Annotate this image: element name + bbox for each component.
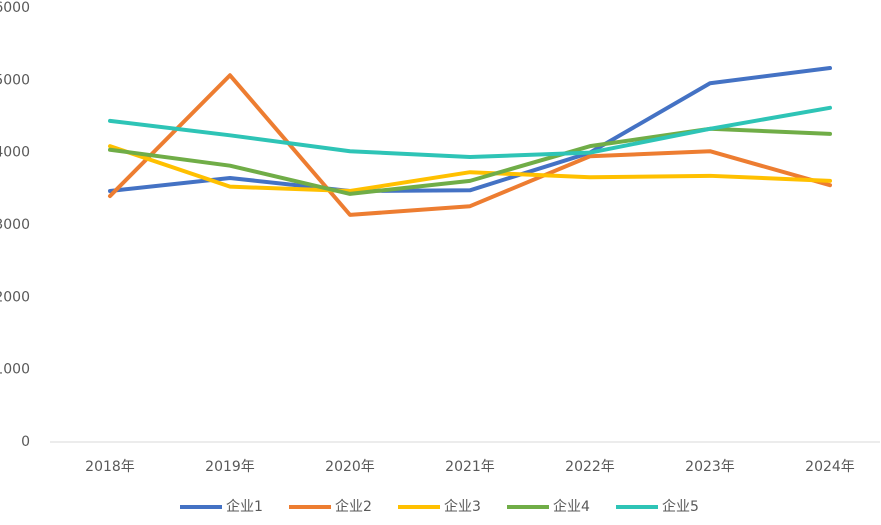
series-line (108, 105, 832, 160)
y-tick-label: 4000 (0, 145, 30, 161)
series-line (108, 73, 832, 217)
x-tick-label: 2020年 (325, 459, 375, 475)
y-tick-label: 3000 (0, 217, 30, 233)
x-tick-label: 2022年 (565, 459, 615, 475)
series-line (108, 144, 832, 194)
x-tick-label: 2021年 (445, 459, 495, 475)
y-tick-label: 1000 (0, 362, 30, 378)
x-tick-label: 2018年 (85, 459, 135, 475)
series-line (108, 66, 832, 194)
y-tick-label: 5000 (0, 72, 30, 88)
x-tick-label: 2023年 (685, 459, 735, 475)
legend-label: 企业3 (444, 498, 481, 515)
x-tick-label: 2024年 (805, 459, 855, 475)
y-tick-label: 6000 (0, 0, 30, 16)
y-tick-label: 0 (21, 434, 30, 450)
legend-label: 企业5 (662, 498, 699, 515)
y-tick-label: 2000 (0, 289, 30, 305)
legend-label: 企业2 (335, 498, 372, 515)
legend-label: 企业1 (226, 498, 263, 515)
legend-label: 企业4 (553, 498, 590, 515)
x-tick-label: 2019年 (205, 459, 255, 475)
